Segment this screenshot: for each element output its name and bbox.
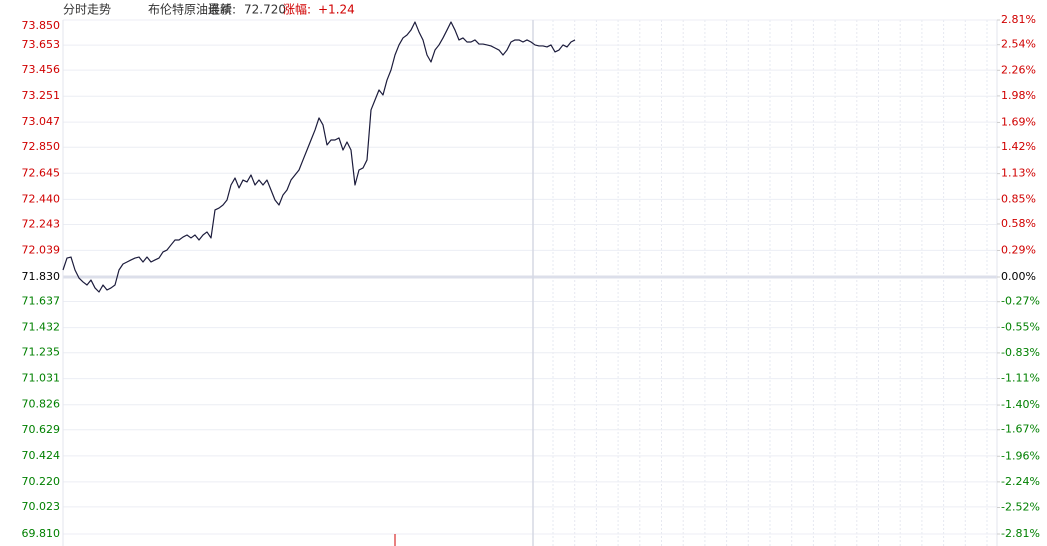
y2-tick-label: 1.42% [1001, 140, 1036, 153]
y2-tick-label: 2.54% [1001, 38, 1036, 51]
y2-tick-label: 1.13% [1001, 167, 1036, 180]
change-label: 涨幅: [283, 2, 311, 17]
y-tick-label: 72.645 [22, 166, 61, 179]
instrument-name: 布伦特原油连续 [148, 2, 232, 17]
y2-tick-label: -0.83% [1001, 346, 1040, 359]
y-tick-label: 70.424 [22, 449, 61, 462]
y-tick-label: 71.432 [22, 321, 61, 334]
mode: 分时走势 [63, 3, 111, 17]
latest-price: 72.720 [244, 3, 286, 17]
y2-tick-label: 0.85% [1001, 192, 1036, 205]
y2-tick-label: 2.26% [1001, 63, 1036, 76]
y2-tick-label: -1.67% [1001, 423, 1040, 436]
y2-tick-label: 1.69% [1001, 115, 1036, 128]
y-tick-label: 73.456 [22, 63, 61, 76]
header: 分时走势 布伦特原油连续 最新: 72.720 涨幅: +1.24 [63, 2, 355, 17]
y-tick-label: 70.826 [22, 398, 61, 411]
y2-tick-label: 2.81% [1001, 13, 1036, 26]
grid [63, 19, 997, 546]
y2-tick-label: 0.29% [1001, 243, 1036, 256]
y-tick-label: 72.243 [22, 217, 61, 230]
y2-tick-label: -2.81% [1001, 527, 1040, 540]
y-tick-label: 69.810 [22, 527, 61, 540]
y-tick-label: 71.830 [22, 270, 61, 283]
y-tick-label: 70.220 [22, 475, 61, 488]
y2-tick-label: -2.24% [1001, 475, 1040, 488]
y2-tick-label: -0.27% [1001, 295, 1040, 308]
y2-tick-label: -0.55% [1001, 320, 1040, 333]
price-line [62, 21, 576, 293]
y2-tick-label: -1.40% [1001, 398, 1040, 411]
y2-tick-label: 0.00% [1001, 270, 1036, 283]
y2-tick-label: 0.58% [1001, 217, 1036, 230]
y-tick-label: 72.850 [22, 140, 61, 153]
y2-tick-label: -1.96% [1001, 449, 1040, 462]
y-tick-label: 72.440 [22, 192, 61, 205]
y-tick-label: 72.039 [22, 243, 61, 256]
y-tick-label: 73.653 [22, 38, 61, 51]
y-tick-label: 73.251 [22, 89, 61, 102]
y-tick-label: 71.637 [22, 295, 61, 308]
latest-label: 最新: [208, 2, 236, 17]
y-tick-label: 70.023 [22, 500, 61, 513]
y-tick-label: 70.629 [22, 423, 61, 436]
y2-tick-label: 1.98% [1001, 89, 1036, 102]
y2-tick-label: -1.11% [1001, 372, 1040, 385]
change-value: +1.24 [318, 3, 355, 17]
y-tick-label: 73.850 [22, 19, 61, 32]
y2-tick-label: -2.52% [1001, 500, 1040, 513]
y-tick-label: 71.235 [22, 346, 61, 359]
y-tick-label: 71.031 [22, 372, 61, 385]
y-tick-label: 73.047 [22, 115, 61, 128]
